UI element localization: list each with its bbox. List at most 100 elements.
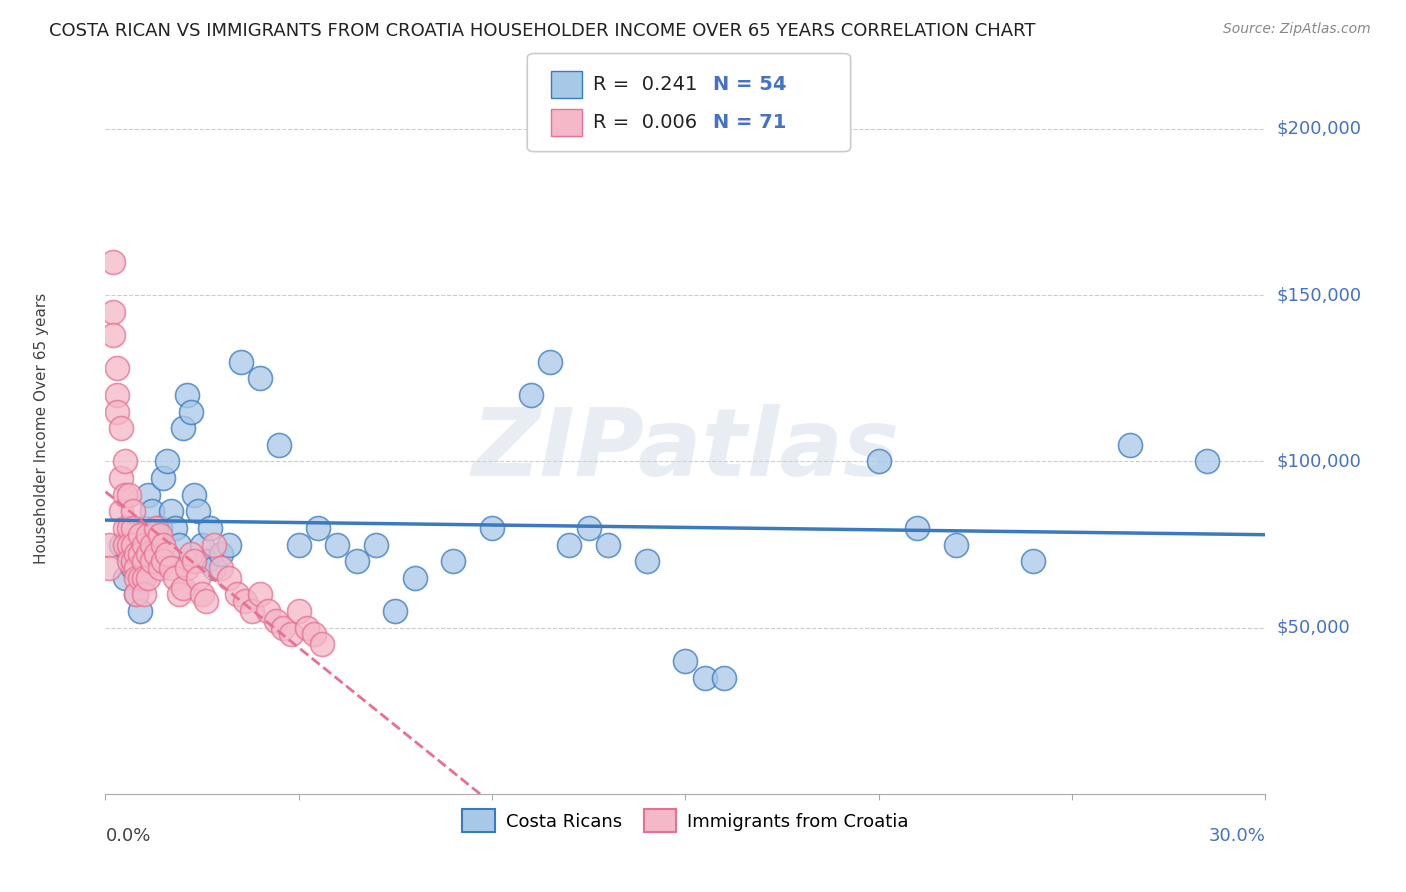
Point — [404, 571, 426, 585]
Point — [156, 454, 179, 468]
Point — [145, 554, 167, 568]
Point — [176, 388, 198, 402]
Text: $200,000: $200,000 — [1277, 120, 1361, 138]
Point — [160, 561, 183, 575]
Point — [118, 537, 141, 551]
Point — [304, 627, 326, 641]
Point — [156, 548, 179, 562]
Point — [110, 537, 132, 551]
Point — [103, 305, 124, 319]
Point — [1197, 454, 1219, 468]
Point — [98, 561, 121, 575]
Point — [98, 537, 121, 551]
Point — [384, 604, 406, 618]
Legend: Costa Ricans, Immigrants from Croatia: Costa Ricans, Immigrants from Croatia — [456, 802, 915, 839]
Point — [1022, 554, 1045, 568]
Point — [132, 587, 156, 601]
Text: COSTA RICAN VS IMMIGRANTS FROM CROATIA HOUSEHOLDER INCOME OVER 65 YEARS CORRELAT: COSTA RICAN VS IMMIGRANTS FROM CROATIA H… — [49, 22, 1036, 40]
Text: N = 54: N = 54 — [713, 75, 786, 95]
Point — [257, 604, 280, 618]
Text: Source: ZipAtlas.com: Source: ZipAtlas.com — [1223, 22, 1371, 37]
Point — [191, 587, 214, 601]
Point — [868, 454, 890, 468]
Point — [121, 537, 143, 551]
Point — [202, 537, 225, 551]
Point — [145, 521, 167, 535]
Point — [103, 255, 124, 269]
Point — [211, 561, 233, 575]
Point — [118, 488, 141, 502]
Point — [636, 554, 658, 568]
Point — [141, 504, 163, 518]
Point — [945, 537, 967, 551]
Point — [165, 521, 187, 535]
Point — [578, 521, 600, 535]
Point — [187, 571, 209, 585]
Point — [129, 604, 152, 618]
Point — [118, 521, 141, 535]
Point — [713, 671, 735, 685]
Point — [218, 571, 240, 585]
Point — [145, 548, 167, 562]
Point — [295, 621, 318, 635]
Point — [273, 621, 295, 635]
Point — [121, 561, 143, 575]
Point — [114, 454, 136, 468]
Point — [191, 537, 214, 551]
Text: R =  0.006: R = 0.006 — [593, 112, 697, 132]
Text: $100,000: $100,000 — [1277, 452, 1361, 470]
Text: $150,000: $150,000 — [1277, 286, 1361, 304]
Point — [121, 521, 143, 535]
Point — [225, 587, 249, 601]
Point — [183, 488, 205, 502]
Point — [105, 404, 128, 418]
Point — [141, 537, 163, 551]
Point — [176, 561, 198, 575]
Point — [152, 554, 174, 568]
Point — [538, 354, 561, 368]
Point — [558, 537, 581, 551]
Point — [114, 537, 136, 551]
Point — [125, 587, 148, 601]
Point — [149, 527, 172, 541]
Point — [211, 548, 233, 562]
Point — [152, 471, 174, 485]
Point — [125, 548, 148, 562]
Text: N = 71: N = 71 — [713, 112, 786, 132]
Point — [180, 548, 202, 562]
Point — [136, 548, 159, 562]
Point — [180, 404, 202, 418]
Text: 30.0%: 30.0% — [1209, 827, 1265, 845]
Point — [264, 614, 287, 628]
Point — [118, 554, 141, 568]
Point — [132, 537, 156, 551]
Point — [105, 361, 128, 376]
Point — [114, 488, 136, 502]
Point — [132, 571, 156, 585]
Point — [249, 371, 271, 385]
Point — [481, 521, 503, 535]
Point — [693, 671, 716, 685]
Point — [194, 594, 218, 608]
Point — [366, 537, 388, 551]
Text: $50,000: $50,000 — [1277, 619, 1350, 637]
Point — [675, 654, 697, 668]
Point — [520, 388, 543, 402]
Point — [167, 587, 190, 601]
Point — [288, 604, 311, 618]
Point — [233, 594, 256, 608]
Point — [114, 571, 136, 585]
Text: R =  0.241: R = 0.241 — [593, 75, 697, 95]
Text: 0.0%: 0.0% — [105, 827, 150, 845]
Point — [202, 561, 225, 575]
Point — [249, 587, 271, 601]
Point — [121, 554, 143, 568]
Point — [114, 521, 136, 535]
Point — [167, 537, 190, 551]
Point — [136, 527, 159, 541]
Point — [129, 548, 152, 562]
Point — [326, 537, 349, 551]
Text: ZIPatlas: ZIPatlas — [471, 404, 900, 496]
Text: Householder Income Over 65 years: Householder Income Over 65 years — [34, 293, 49, 564]
Point — [907, 521, 929, 535]
